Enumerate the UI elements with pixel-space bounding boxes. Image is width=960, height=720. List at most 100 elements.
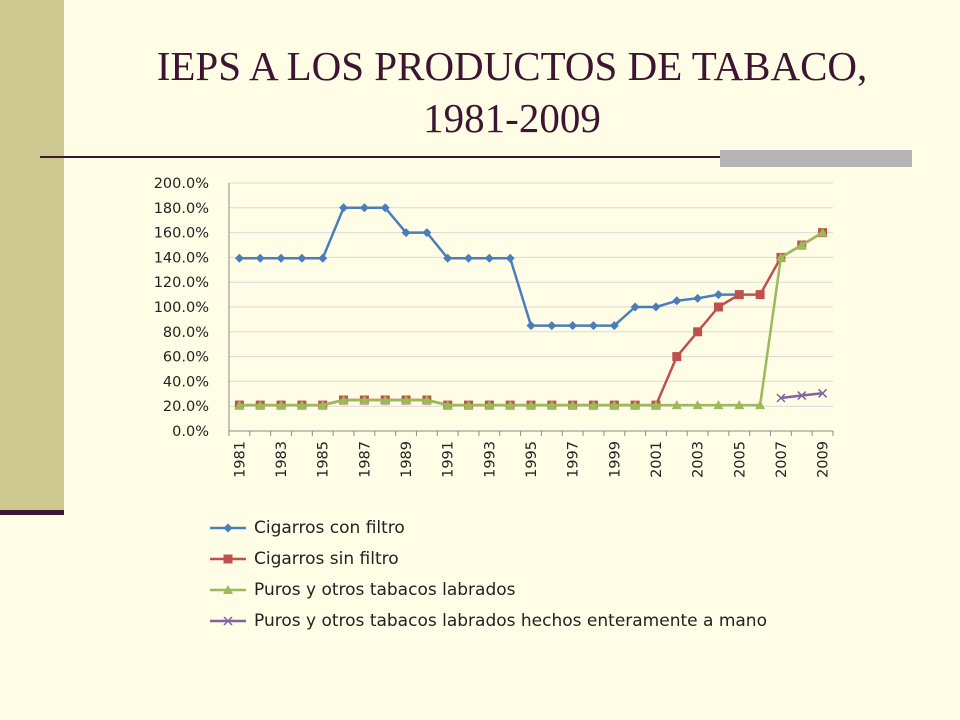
data-point-series-3: [567, 400, 578, 410]
data-point-series-2: [693, 327, 703, 337]
data-point-series-1: [526, 321, 536, 331]
data-point-series-1: [630, 302, 640, 312]
legend-item: Puros y otros tabacos labrados hechos en…: [210, 605, 767, 636]
legend-label: Puros y otros tabacos labrados hechos en…: [254, 610, 767, 631]
data-point-series-3: [380, 395, 391, 404]
legend-label: Cigarros con filtro: [254, 517, 405, 538]
data-point-series-2: [755, 290, 765, 300]
sidebar-accent-bar: [0, 0, 64, 512]
data-point-series-3: [630, 400, 641, 410]
legend-swatch: [210, 584, 246, 594]
y-tick-label: 200.0%: [154, 176, 209, 192]
data-point-series-1: [234, 253, 244, 263]
data-point-series-3: [255, 400, 266, 410]
data-point-series-3: [317, 400, 328, 410]
title-line-2: 1981-2009: [423, 95, 601, 141]
series-line-1: [239, 206, 740, 327]
data-point-series-1: [484, 253, 494, 263]
data-point-series-3: [775, 252, 786, 262]
data-point-series-3: [234, 400, 245, 410]
data-point-series-2: [734, 290, 744, 300]
data-point-series-3: [609, 400, 620, 410]
y-tick-label: 120.0%: [154, 275, 209, 291]
data-point-series-2: [713, 302, 723, 312]
data-point-series-1: [547, 321, 557, 331]
x-tick-label: 1997: [566, 441, 582, 478]
data-point-series-1: [339, 203, 349, 213]
data-point-series-1: [401, 228, 411, 238]
x-tick-label: 1989: [399, 441, 415, 478]
x-tick-label: 1991: [441, 441, 457, 478]
data-point-series-3: [421, 395, 432, 404]
data-point-series-3: [359, 395, 370, 404]
data-point-series-3: [526, 400, 536, 410]
y-tick-label: 80.0%: [163, 325, 209, 341]
x-tick-label: 1999: [607, 441, 623, 478]
data-point-series-3: [671, 400, 682, 410]
title-rule: [40, 156, 912, 158]
y-tick-label: 140.0%: [154, 250, 209, 266]
x-tick-label: 1995: [524, 441, 540, 478]
data-point-series-1: [464, 253, 474, 263]
data-point-series-3: [401, 395, 412, 404]
data-point-series-3: [546, 400, 557, 410]
x-tick-label: 2003: [691, 441, 707, 478]
data-point-series-1: [568, 321, 578, 331]
x-tick-label: 1987: [357, 441, 373, 478]
data-point-series-3: [796, 240, 807, 249]
x-tick-label: 2009: [816, 441, 832, 478]
legend-label: Cigarros sin filtro: [254, 548, 399, 569]
data-point-series-1: [713, 290, 723, 300]
data-point-series-4: [818, 388, 828, 398]
data-point-series-3: [505, 400, 516, 410]
y-tick-label: 0.0%: [172, 424, 209, 440]
data-point-series-1: [693, 293, 703, 303]
x-tick-label: 1981: [232, 441, 248, 478]
data-point-series-1: [609, 321, 619, 331]
data-point-series-4: [797, 391, 807, 401]
y-tick-label: 40.0%: [163, 374, 209, 390]
legend-swatch: [210, 523, 246, 532]
x-tick-label: 2007: [774, 441, 790, 478]
y-tick-label: 20.0%: [163, 399, 209, 415]
x-tick-label: 1993: [482, 441, 498, 478]
data-point-series-3: [484, 400, 495, 410]
y-tick-label: 160.0%: [154, 226, 209, 242]
data-point-series-1: [380, 203, 390, 213]
data-point-series-1: [276, 253, 286, 263]
data-point-series-3: [817, 227, 828, 237]
data-point-series-3: [588, 400, 599, 410]
data-point-series-1: [255, 253, 265, 263]
legend-item: Cigarros sin filtro: [210, 543, 767, 574]
slide-title: IEPS A LOS PRODUCTOS DE TABACO, 1981-200…: [64, 40, 960, 144]
data-point-series-3: [755, 400, 766, 410]
data-point-series-1: [318, 253, 328, 263]
data-point-series-1: [422, 228, 432, 238]
legend-label: Puros y otros tabacos labrados: [254, 579, 516, 600]
title-line-1: IEPS A LOS PRODUCTOS DE TABACO,: [156, 43, 868, 89]
title-rule-accent: [720, 150, 912, 167]
data-point-series-4: [776, 393, 786, 403]
y-tick-label: 100.0%: [154, 300, 209, 316]
legend-swatch: [210, 615, 246, 626]
data-point-series-1: [505, 253, 515, 263]
data-point-series-3: [296, 400, 307, 410]
x-tick-label: 1985: [316, 441, 332, 478]
data-point-series-3: [463, 400, 474, 410]
legend-item: Cigarros con filtro: [210, 512, 767, 543]
data-point-series-3: [442, 400, 453, 410]
x-tick-label: 2005: [732, 441, 748, 478]
legend-item: Puros y otros tabacos labrados: [210, 574, 767, 605]
data-point-series-1: [297, 253, 307, 263]
x-tick-label: 1983: [274, 441, 290, 478]
data-point-series-3: [338, 395, 349, 404]
data-point-series-1: [672, 296, 682, 306]
data-point-series-1: [651, 302, 661, 312]
y-tick-label: 60.0%: [163, 350, 209, 366]
data-point-series-3: [692, 400, 703, 410]
data-point-series-1: [588, 321, 598, 331]
x-tick-label: 2001: [649, 441, 665, 478]
data-point-series-1: [443, 253, 453, 263]
legend-swatch: [210, 554, 246, 563]
